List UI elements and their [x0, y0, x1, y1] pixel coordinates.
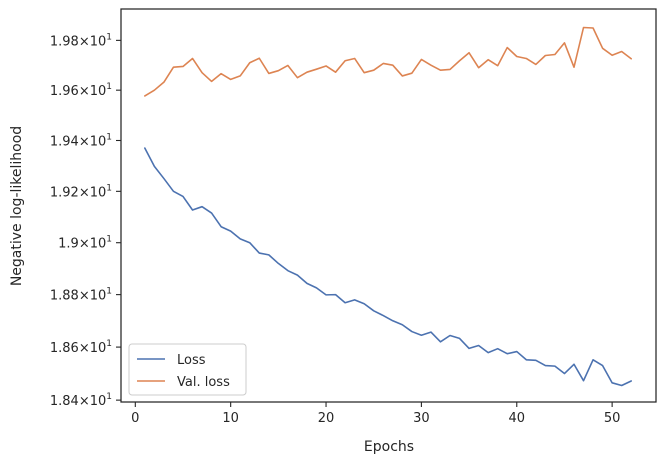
x-axis-label: Epochs	[364, 439, 414, 455]
x-tick-label: 20	[318, 411, 335, 426]
y-tick-label: 1.86×101	[50, 339, 112, 356]
series-line-val-loss	[144, 26, 633, 97]
legend-label-val-loss: Val. loss	[177, 375, 230, 390]
y-tick-label: 1.98×101	[50, 32, 112, 49]
x-tick-label: 0	[131, 411, 139, 426]
x-tick-label: 30	[413, 411, 430, 426]
x-axis: 0 10 20 30 40 50	[131, 402, 620, 426]
series-line-loss	[144, 147, 633, 387]
y-tick-label: 1.96×101	[50, 82, 112, 99]
plot-frame	[120, 8, 657, 403]
y-axis: 1.84×101 1.86×101 1.88×101 1.9×101 1.92×101 1…	[50, 32, 121, 409]
y-tick-label: 1.88×101	[50, 287, 112, 304]
y-tick-label: 1.94×101	[50, 132, 112, 149]
x-tick-label: 50	[604, 411, 621, 426]
series-layer	[144, 26, 633, 387]
y-tick-label: 1.84×101	[50, 392, 112, 409]
y-tick-label: 1.92×101	[50, 183, 112, 200]
legend-box	[128, 343, 247, 396]
legend: Loss Val. loss	[128, 343, 247, 396]
x-tick-label: 10	[222, 411, 239, 426]
legend-label-loss: Loss	[177, 353, 206, 368]
x-tick-label: 40	[508, 411, 525, 426]
y-axis-label: Negative log-likelihood	[9, 126, 25, 286]
y-tick-label: 1.9×101	[58, 235, 112, 252]
